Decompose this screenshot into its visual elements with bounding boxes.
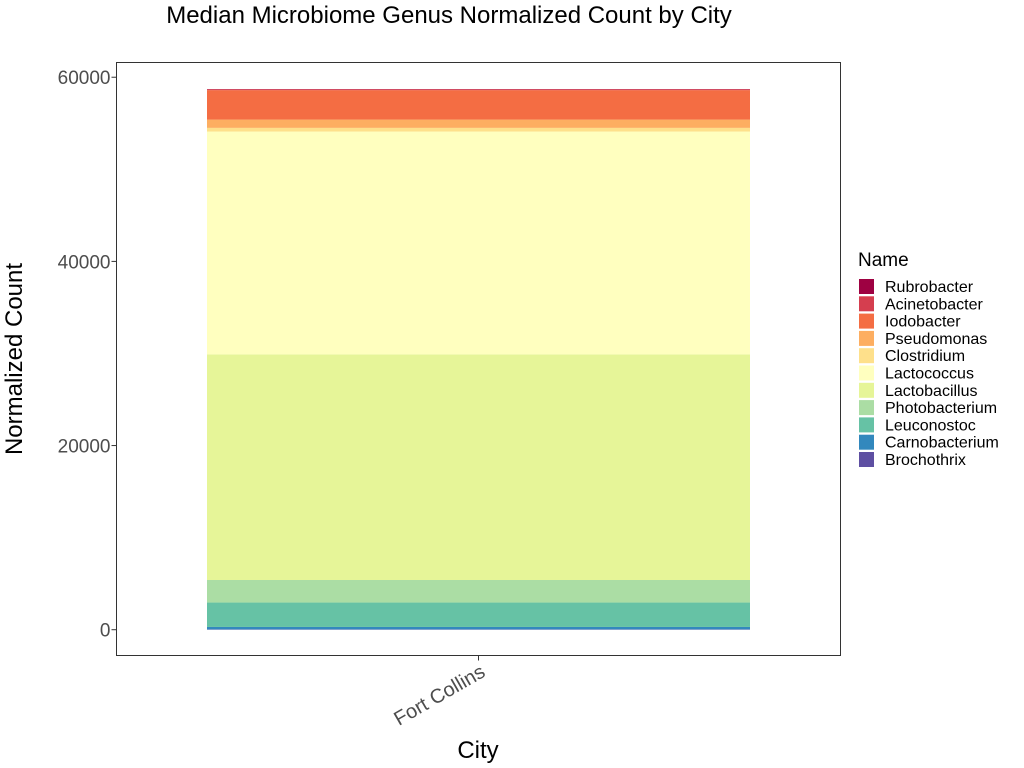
legend-item-label: Iodobacter [885, 314, 961, 331]
bar-segment-clostridium [207, 127, 750, 132]
legend-item-label: Clostridium [885, 348, 965, 365]
bar-segment-carnobacterium [207, 626, 750, 630]
legend-swatch [859, 330, 874, 346]
y-tick-label: 40000 [58, 252, 111, 273]
chart-title: Median Microbiome Genus Normalized Count… [166, 2, 732, 29]
legend-swatch [859, 452, 874, 467]
legend-swatch [859, 296, 874, 312]
legend-item-label: Lactobacillus [885, 383, 978, 400]
legend-item-label: Pseudomonas [885, 331, 987, 348]
bar-segment-acinetobacter [207, 89, 750, 91]
legend-swatch [859, 417, 874, 433]
legend-item-label: Photobacterium [885, 400, 997, 417]
legend-title: Name [858, 250, 909, 271]
legend-item-label: Lactococcus [885, 366, 974, 383]
x-axis-label: City [457, 737, 498, 764]
legend-swatch [859, 279, 874, 294]
x-tick-label: Fort Collins [390, 661, 489, 731]
legend-item-label: Rubrobacter [885, 279, 974, 296]
bar-segment-leuconostoc [207, 602, 750, 627]
y-axis: 0 20000 40000 60000 [58, 68, 117, 642]
legend-swatch [859, 348, 874, 364]
legend-swatch [859, 313, 874, 329]
y-tick-label: 20000 [58, 437, 111, 458]
legend-swatch [859, 434, 874, 450]
bar-segment-lactococcus [207, 131, 750, 355]
legend-swatch [859, 365, 874, 381]
bar-stack [207, 89, 750, 630]
legend: Name RubrobacterAcinetobacterIodobacterP… [858, 250, 999, 469]
bar-segment-photobacterium [207, 579, 750, 603]
legend-item-label: Carnobacterium [885, 435, 999, 452]
y-tick-label: 60000 [58, 68, 111, 89]
y-tick-label: 0 [100, 621, 111, 642]
legend-item-label: Leuconostoc [885, 417, 976, 434]
bar-segment-lactobacillus [207, 354, 750, 580]
legend-item-label: Acinetobacter [885, 296, 984, 313]
bar-segment-pseudomonas [207, 119, 750, 128]
legend-swatch [859, 400, 874, 416]
legend-swatch [859, 382, 874, 398]
y-axis-label: Normalized Count [1, 263, 28, 455]
legend-item-label: Brochothrix [885, 452, 966, 469]
x-axis: Fort Collins [390, 655, 489, 731]
bar-segment-iodobacter [207, 90, 750, 120]
